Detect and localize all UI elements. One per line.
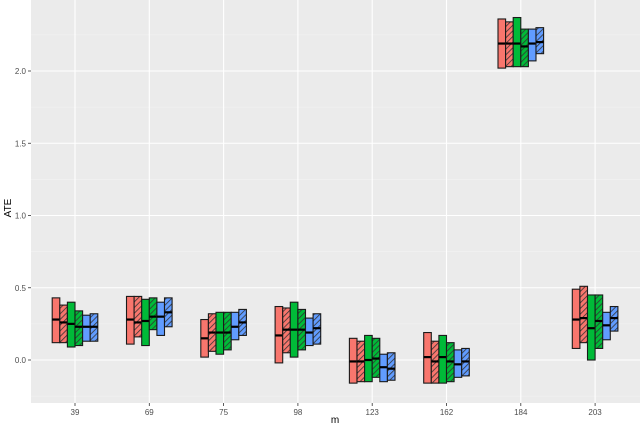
x-tick-label: 39 xyxy=(71,408,80,417)
box-blue-solid xyxy=(156,301,166,336)
box-group-m-123 xyxy=(348,334,396,384)
y-tick-label: 1.5 xyxy=(15,139,27,148)
y-tick-label: 0.5 xyxy=(15,284,27,293)
x-tick-label: 184 xyxy=(514,408,528,417)
x-axis-title: m xyxy=(331,415,339,426)
box-blue-hatched xyxy=(386,352,396,381)
box-green-hatched xyxy=(148,297,158,331)
y-tick-label: 0.0 xyxy=(15,356,27,365)
y-tick-label: 1.0 xyxy=(15,212,27,221)
x-tick-label: 69 xyxy=(145,408,154,417)
plot-panel xyxy=(31,0,640,403)
box-group-m-98 xyxy=(274,301,322,364)
box-green-hatched xyxy=(74,310,84,347)
x-axis: 39 69 75 98 123 162 184 203 xyxy=(71,403,602,417)
box-group-m-203 xyxy=(571,285,619,361)
box-blue-solid xyxy=(527,28,537,62)
box-group-m-39 xyxy=(51,297,99,348)
y-tick-label: 2.0 xyxy=(15,67,27,76)
box-green-solid xyxy=(364,334,373,383)
x-tick-label: 75 xyxy=(219,408,228,417)
box-green-hatched xyxy=(223,311,232,351)
box-green-solid xyxy=(512,16,522,68)
box-red-hatched xyxy=(579,285,589,344)
box-blue-hatched xyxy=(535,27,545,55)
box-groups xyxy=(51,16,619,384)
box-group-m-162 xyxy=(423,331,470,384)
box-group-m-75 xyxy=(200,308,247,358)
box-green-hatched xyxy=(520,28,529,68)
box-group-m-69 xyxy=(125,295,173,347)
y-axis: 0.0 0.5 1.0 1.5 2.0 xyxy=(15,67,31,365)
box-green-solid xyxy=(141,298,150,347)
box-blue-solid xyxy=(82,314,91,342)
box-red-hatched xyxy=(59,304,68,344)
y-axis-title: ATE xyxy=(3,198,14,217)
x-tick-label: 123 xyxy=(366,408,380,417)
x-tick-label: 162 xyxy=(440,408,454,417)
box-green-solid xyxy=(438,334,448,384)
box-red-hatched xyxy=(133,295,143,338)
x-tick-label: 98 xyxy=(293,408,302,417)
box-group-m-184 xyxy=(497,16,545,69)
x-tick-label: 203 xyxy=(588,408,602,417)
